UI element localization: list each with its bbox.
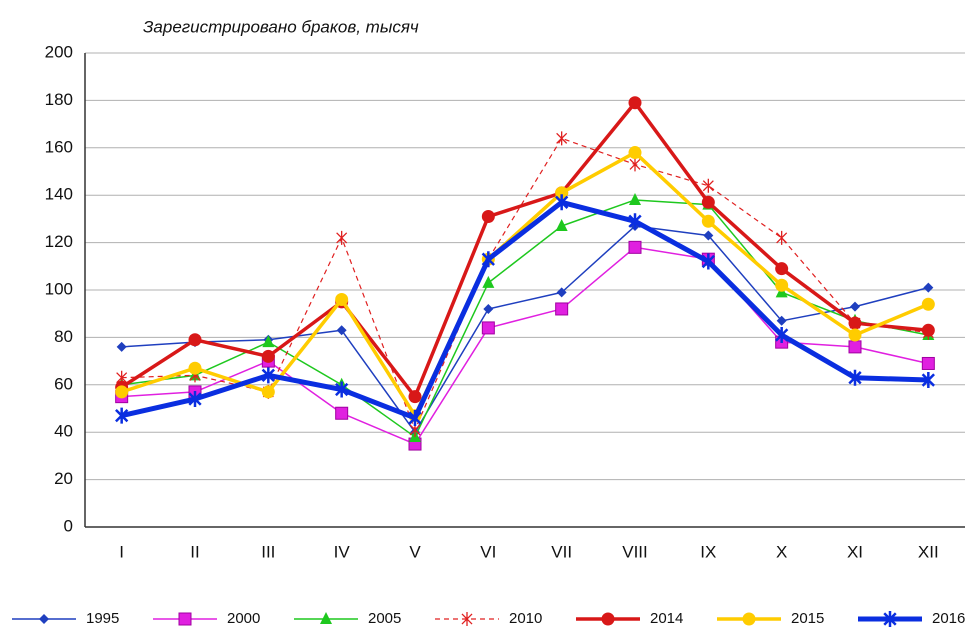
legend-marker [320,612,332,624]
y-tick-label: 180 [45,90,73,109]
marker [775,262,789,276]
marker [628,146,642,160]
marker [116,341,127,352]
x-tick-label: III [261,542,275,561]
legend-marker [461,612,473,626]
marker [261,385,275,399]
marker [482,275,495,288]
marker [923,282,934,293]
legend-label: 2015 [791,610,824,627]
y-tick-label: 60 [54,374,73,393]
marker [703,230,714,241]
y-tick-label: 100 [45,279,73,298]
x-tick-label: IX [700,542,716,561]
y-tick-label: 0 [64,516,73,535]
marker [850,301,860,312]
marker [335,381,349,398]
legend-label: 2016 [932,610,965,627]
marker [408,390,422,404]
marker [115,407,129,424]
y-tick-label: 200 [45,42,73,61]
series-line [121,246,929,445]
marker [775,327,789,344]
y-tick-label: 120 [45,232,73,251]
y-tick-label: 80 [54,327,73,346]
marker [408,409,422,426]
marker [921,323,935,337]
marker [702,178,714,193]
legend-marker [178,612,192,626]
series-line [121,199,929,438]
legend-marker [39,614,49,624]
marker [776,315,787,326]
legend-marker [883,611,897,627]
x-tick-label: VI [480,542,496,561]
series-line [121,150,930,418]
legend-marker [601,612,615,626]
marker [188,391,202,408]
marker [261,349,275,363]
legend-label: 2010 [509,610,542,627]
marker [629,157,641,172]
x-tick-label: IV [334,542,351,561]
legend-label: 2000 [227,610,260,627]
marker [555,302,569,316]
marker [555,194,569,211]
legend-label: 1995 [86,610,119,627]
marker [556,131,568,146]
x-tick-label: II [190,542,199,561]
marker [628,213,642,230]
y-tick-label: 140 [45,185,73,204]
marker [848,328,862,342]
marker [188,333,202,347]
x-tick-label: XII [918,542,939,561]
chart-title: Зарегистрировано браков, тысяч [143,17,419,36]
marker [701,214,715,228]
marker [701,253,715,270]
marker [848,340,862,354]
marker [848,316,862,330]
marker [628,96,642,110]
marker [483,303,494,314]
legend-marker [742,612,756,626]
marker [335,406,349,420]
y-tick-label: 40 [54,422,73,441]
marker [556,287,567,298]
marker [921,356,935,370]
marker [336,325,347,336]
marker [115,385,129,399]
x-tick-label: I [119,542,124,561]
marker [336,230,348,245]
marker [776,230,788,245]
marker [481,251,495,268]
marker [261,367,275,384]
marker [335,292,349,306]
marker [629,192,641,205]
marker [701,195,715,209]
marker [188,361,202,375]
y-tick-label: 20 [54,469,73,488]
x-tick-label: V [409,542,421,561]
marker [775,278,789,292]
marker [848,369,862,386]
marker [262,335,275,348]
marker [555,219,568,232]
marker [481,210,495,224]
series-line [121,225,929,433]
x-tick-label: XI [847,542,863,561]
marker [921,372,935,389]
x-tick-label: VIII [622,542,648,561]
x-tick-label: VII [551,542,572,561]
y-tick-label: 160 [45,137,73,156]
legend-label: 2005 [368,610,401,627]
marker [481,321,495,335]
series-line [121,199,929,421]
x-tick-label: X [776,542,787,561]
series-line [120,101,929,399]
marker [921,297,935,311]
marker [555,186,569,200]
legend-label: 2014 [650,610,683,627]
marker [628,240,642,254]
